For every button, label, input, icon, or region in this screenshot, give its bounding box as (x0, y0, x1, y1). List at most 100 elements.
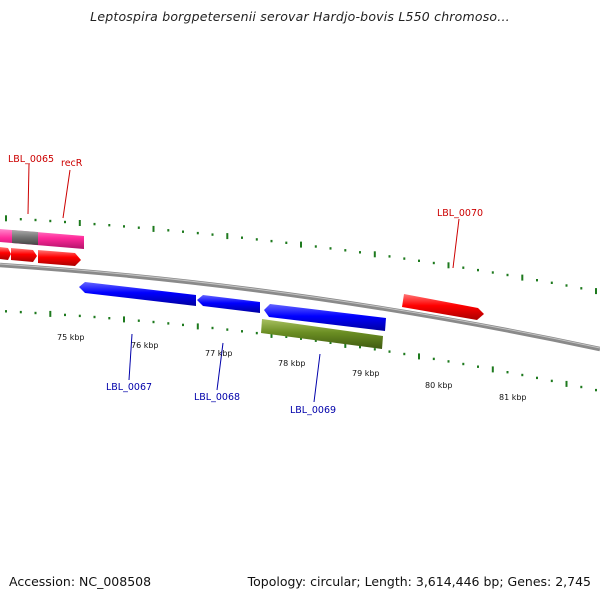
reverse-rail-minor-tick (506, 371, 509, 374)
forward-rail-minor-tick (314, 245, 317, 248)
label-lbl-0068[interactable]: LBL_0068 (194, 342, 240, 403)
reverse-rail-minor-tick (226, 328, 229, 331)
forward-tick-rail (5, 215, 597, 295)
reverse-rail-minor-tick (388, 350, 391, 353)
forward-rail-major-tick (595, 288, 597, 295)
forward-rail-minor-tick (565, 284, 568, 287)
gene-blue-lbl-0068[interactable] (197, 295, 260, 313)
forward-rail-major-tick (447, 262, 450, 269)
kbp-label-81: 81 kbp (499, 393, 527, 402)
reverse-rail-minor-tick (580, 385, 583, 389)
reverse-rail-minor-tick (536, 376, 538, 380)
gene-olive-lbl-0069[interactable] (261, 319, 383, 349)
forward-rail-minor-tick (432, 261, 435, 265)
label-recr-text: recR (61, 158, 83, 169)
reverse-tick-rail (5, 310, 597, 392)
forward-rail-minor-tick (359, 251, 361, 254)
reverse-rail-minor-tick (285, 335, 288, 338)
kbp-label-79: 79 kbp (352, 369, 380, 378)
forward-rail-minor-tick (93, 222, 96, 226)
forward-rail-minor-tick (19, 218, 22, 221)
reverse-rail-minor-tick (64, 313, 66, 317)
forward-rail-minor-tick (536, 279, 538, 282)
forward-rail-minor-tick (64, 220, 66, 224)
gene-red-1[interactable] (0, 247, 11, 260)
forward-rail-minor-tick (241, 236, 243, 239)
reverse-rail-minor-tick (137, 319, 140, 322)
chromosome-backbone-highlight (0, 263, 600, 349)
forward-rail-minor-tick (196, 231, 199, 235)
reverse-rail-minor-tick (19, 310, 22, 314)
reverse-rail-minor-tick (255, 331, 258, 335)
forward-rail-minor-tick (388, 255, 391, 258)
reverse-rail-major-tick (270, 331, 273, 338)
reverse-rail-major-tick (123, 316, 125, 323)
forward-rail-minor-tick (477, 268, 479, 272)
reverse-rail-major-tick (49, 310, 52, 317)
reverse-rail-minor-tick (595, 388, 597, 392)
gene-gray[interactable] (12, 230, 38, 245)
label-lbl-0070[interactable]: LBL_0070 (437, 208, 483, 269)
chromosome-backbone (0, 262, 600, 352)
forward-rail-minor-tick (123, 225, 125, 228)
forward-rail-minor-tick (34, 218, 37, 222)
gene-red-lbl-0070[interactable] (402, 294, 484, 320)
forward-rail-minor-tick (462, 266, 465, 269)
forward-rail-minor-tick (403, 257, 406, 260)
reverse-rail-minor-tick (241, 330, 243, 333)
label-lbl-0067[interactable]: LBL_0067 (106, 333, 152, 393)
forward-rail-minor-tick (182, 230, 184, 233)
forward-rail-major-tick (373, 251, 376, 258)
label-lbl-0068-text: LBL_0068 (194, 392, 240, 403)
reverse-rail-minor-tick (521, 373, 524, 377)
label-lbl-0067-text: LBL_0067 (106, 382, 152, 393)
reverse-rail-minor-tick (78, 314, 81, 318)
gene-red-3[interactable] (38, 250, 81, 266)
reverse-rail-minor-tick (477, 365, 479, 368)
reverse-rail-minor-tick (152, 320, 155, 324)
forward-rail-minor-tick (285, 241, 288, 244)
forward-rail-minor-tick (270, 239, 273, 243)
reverse-rail-major-tick (565, 380, 568, 387)
forward-rail-minor-tick (550, 281, 553, 284)
kbp-label-77: 77 kbp (205, 349, 233, 358)
reverse-rail-minor-tick (447, 360, 450, 363)
label-lbl-0065[interactable]: LBL_0065 (8, 154, 54, 215)
forward-rail-major-tick (226, 233, 229, 240)
forward-rail-minor-tick (255, 238, 258, 241)
reverse-rail-minor-tick (359, 345, 361, 349)
label-lbl-0065-text: LBL_0065 (8, 154, 54, 165)
label-lbl-0069-text: LBL_0069 (290, 405, 336, 416)
forward-rail-major-tick (5, 215, 7, 222)
kbp-label-75: 75 kbp (57, 333, 85, 342)
reverse-rail-minor-tick (34, 311, 37, 315)
label-lbl-0070-text: LBL_0070 (437, 208, 483, 219)
gene-red-2[interactable] (11, 248, 37, 262)
accession-text: Accession: NC_008508 (9, 574, 152, 589)
gene-blue-lbl-0067[interactable] (79, 282, 196, 306)
reverse-rail-major-tick (196, 323, 199, 330)
forward-rail-minor-tick (580, 287, 583, 290)
kbp-label-78: 78 kbp (278, 359, 306, 368)
reverse-rail-major-tick (418, 353, 420, 360)
reverse-rail-minor-tick (329, 341, 332, 344)
reverse-rail-minor-tick (108, 317, 111, 320)
forward-rail-major-tick (152, 225, 155, 232)
kbp-label-76: 76 kbp (131, 341, 159, 350)
gene-blue-lbl-0069[interactable] (264, 304, 386, 331)
reverse-rail-minor-tick (462, 362, 465, 366)
forward-rail-minor-tick (137, 226, 140, 229)
label-lbl-0069[interactable]: LBL_0069 (290, 353, 336, 416)
reverse-rail-minor-tick (211, 326, 214, 330)
forward-rail-minor-tick (329, 247, 332, 250)
forward-rail-major-tick (78, 220, 81, 226)
label-recr[interactable]: recR (61, 158, 83, 219)
reverse-rail-minor-tick (403, 352, 406, 356)
reverse-rail-minor-tick (182, 323, 184, 327)
map-title: Leptospira borgpetersenii serovar Hardjo… (90, 9, 510, 24)
forward-rail-major-tick (521, 274, 524, 281)
reverse-rail-major-tick (491, 366, 494, 373)
reverse-rail-minor-tick (300, 337, 302, 340)
reverse-rail-minor-tick (373, 348, 376, 351)
